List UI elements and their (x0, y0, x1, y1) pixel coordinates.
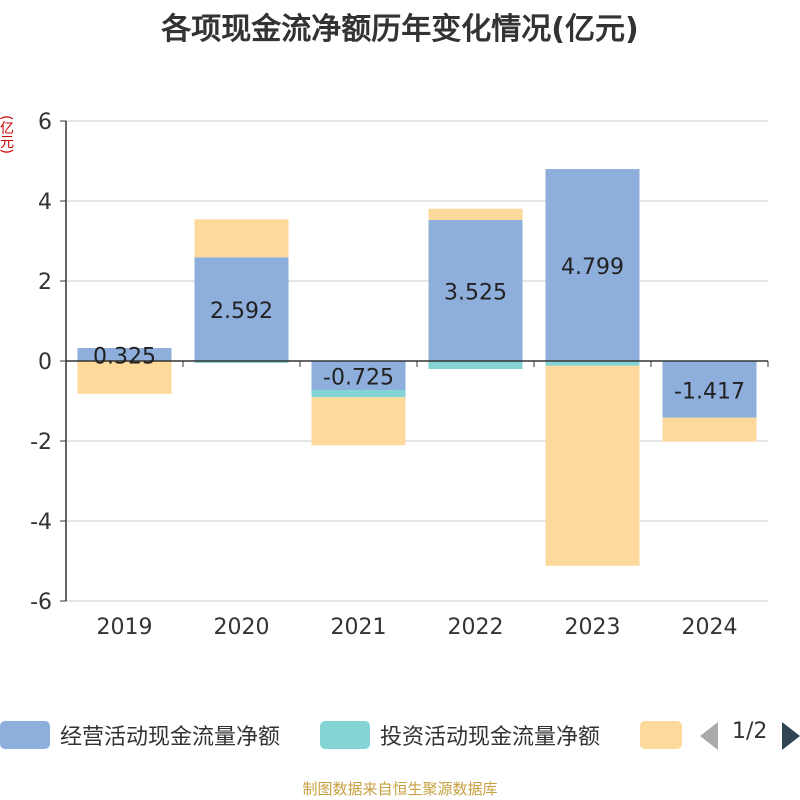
bar-series2-2019[interactable] (77, 361, 172, 394)
y-axis-unit: (亿元) (0, 115, 14, 154)
data-label: -0.725 (323, 366, 394, 391)
bar-series0-2021[interactable] (311, 361, 406, 390)
y-tick-label: 2 (38, 270, 52, 295)
y-tick-label: 6 (38, 110, 52, 135)
bar-series1-2020[interactable] (194, 361, 289, 363)
legend-page-indicator: 1/2 (732, 719, 768, 744)
bar-series2-2020[interactable] (194, 219, 289, 258)
x-tick-label: 2024 (682, 615, 738, 640)
legend-swatch-operating (0, 721, 50, 749)
y-tick-label: -6 (30, 590, 52, 615)
y-tick-label: -4 (30, 510, 52, 535)
data-label: 3.525 (444, 281, 507, 306)
legend: 经营活动现金流量净额 投资活动现金流量净额 (0, 716, 800, 754)
legend-label-investing: 投资活动现金流量净额 (380, 725, 601, 750)
data-label: -1.417 (674, 379, 745, 404)
bar-series0-2023[interactable] (545, 169, 640, 361)
chart-title: 各项现金流净额历年变化情况(亿元) (161, 12, 639, 47)
bar-series1-2021[interactable] (311, 390, 406, 398)
legend-item-operating[interactable]: 经营活动现金流量净额 (0, 716, 280, 754)
stacked-bar-chart: 6 4 2 0 -2 -4 -6 2019 2020 2021 2022 2023 2024 0.325 2… (30, 110, 769, 640)
legend-item-investing[interactable]: 投资活动现金流量净额 (320, 716, 600, 754)
legend-item-third[interactable] (640, 716, 682, 754)
bar-series0-2020[interactable] (194, 257, 289, 361)
x-tick-label: 2021 (331, 615, 387, 640)
legend-swatch-investing (320, 721, 370, 749)
bar-series0-2019[interactable] (77, 348, 172, 361)
x-tick-label: 2020 (214, 615, 270, 640)
legend-swatch-third (640, 721, 682, 749)
bar-series2-2021[interactable] (311, 397, 406, 446)
bar-series1-2023[interactable] (545, 361, 640, 366)
bar-series2-2024[interactable] (662, 417, 757, 442)
legend-label-operating: 经营活动现金流量净额 (60, 725, 281, 750)
y-tick-label: 4 (38, 190, 52, 215)
legend-pager: 1/2 (700, 716, 800, 754)
x-tick-label: 2019 (97, 615, 153, 640)
y-tick-label: -2 (30, 430, 52, 455)
bar-series2-2022[interactable] (428, 208, 523, 220)
bar-series0-2024[interactable] (662, 361, 757, 418)
page-next-icon[interactable] (782, 722, 800, 750)
bar-series1-2022[interactable] (428, 361, 523, 369)
bar-series2-2023[interactable] (545, 365, 640, 566)
data-source-note: 制图数据来自恒生聚源数据库 (302, 780, 498, 798)
y-tick-label: 0 (38, 350, 52, 375)
bar-series0-2022[interactable] (428, 220, 523, 361)
page-prev-icon[interactable] (700, 722, 718, 750)
data-label: 2.592 (210, 299, 273, 324)
x-tick-label: 2023 (565, 615, 621, 640)
x-tick-label: 2022 (448, 615, 504, 640)
data-label: 0.325 (93, 345, 156, 370)
data-label: 4.799 (561, 255, 624, 280)
